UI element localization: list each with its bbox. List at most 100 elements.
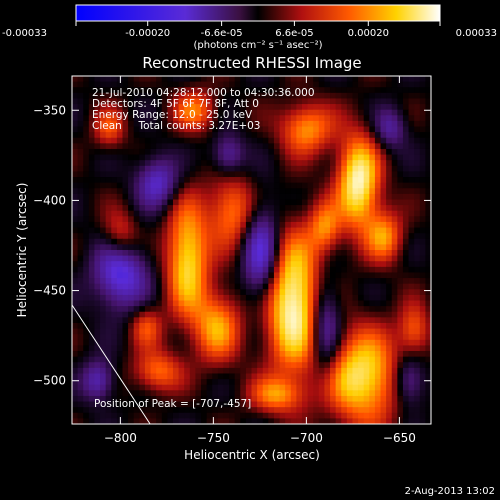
heatmap-cell [234, 334, 241, 341]
heatmap-cell [178, 115, 185, 122]
heatmap-cell [414, 132, 421, 139]
heatmap-cell [414, 339, 421, 346]
heatmap-cell [122, 322, 129, 329]
heatmap-cell [100, 148, 107, 155]
heatmap-cell [380, 148, 387, 155]
heatmap-cell [279, 283, 286, 290]
heatmap-cell [116, 177, 123, 184]
heatmap-cell [184, 255, 191, 262]
heatmap-cell [419, 193, 426, 200]
heatmap-cell [324, 165, 331, 172]
heatmap-cell [301, 115, 308, 122]
heatmap-cell [268, 227, 275, 234]
heatmap-cell [290, 418, 297, 424]
heatmap-cell [279, 367, 286, 374]
heatmap-cell [273, 289, 280, 296]
heatmap-cell [341, 322, 348, 329]
heatmap-cell [240, 216, 247, 223]
heatmap-cell [217, 76, 224, 83]
heatmap-cell [419, 418, 426, 424]
heatmap-cell [217, 278, 224, 285]
heatmap-cell [201, 126, 208, 133]
heatmap-cell [234, 199, 241, 206]
heatmap-cell [408, 115, 415, 122]
heatmap-cell [358, 210, 365, 217]
heatmap-cell [223, 384, 230, 391]
heatmap-cell [391, 407, 398, 414]
heatmap-cell [167, 255, 174, 262]
heatmap-cell [285, 390, 292, 397]
heatmap-cell [358, 160, 365, 167]
heatmap-cell [268, 160, 275, 167]
heatmap-cell [161, 356, 168, 363]
heatmap-cell [335, 351, 342, 358]
heatmap-cell [83, 339, 90, 346]
heatmap-cell [184, 272, 191, 279]
heatmap-cell [330, 272, 337, 279]
heatmap-cell [318, 165, 325, 172]
heatmap-cell [402, 216, 409, 223]
heatmap-cell [301, 317, 308, 324]
heatmap-cell [408, 92, 415, 99]
heatmap-cell [144, 407, 151, 414]
heatmap-cell [167, 165, 174, 172]
heatmap-cell [290, 367, 297, 374]
heatmap-cell [144, 143, 151, 150]
heatmap-cell [139, 418, 146, 424]
heatmap-cell [402, 109, 409, 116]
heatmap-cell [150, 278, 157, 285]
heatmap-cell [178, 126, 185, 133]
heatmap-cell [111, 143, 118, 150]
heatmap-cell [240, 188, 247, 195]
heatmap-cell [105, 165, 112, 172]
heatmap-cell [408, 132, 415, 139]
heatmap-cell [414, 193, 421, 200]
heatmap-cell [318, 255, 325, 262]
heatmap-cell [419, 244, 426, 251]
heatmap-cell [77, 160, 84, 167]
heatmap-cell [408, 205, 415, 212]
heatmap-cell [335, 143, 342, 150]
heatmap-cell [83, 233, 90, 240]
heatmap-cell [195, 328, 202, 335]
heatmap-cell [296, 233, 303, 240]
heatmap-cell [206, 199, 213, 206]
heatmap-cell [290, 390, 297, 397]
heatmap-cell [330, 384, 337, 391]
heatmap-cell [206, 126, 213, 133]
heatmap-cell [139, 148, 146, 155]
heatmap-cell [307, 143, 314, 150]
heatmap-cell [358, 278, 365, 285]
heatmap-cell [229, 238, 236, 245]
heatmap-cell [122, 154, 129, 161]
heatmap-cell [122, 412, 129, 419]
heatmap-cell [397, 278, 404, 285]
heatmap-cell [369, 76, 376, 83]
heatmap-cell [386, 193, 393, 200]
heatmap-cell [122, 109, 129, 116]
heatmap-cell [156, 272, 163, 279]
heatmap-cell [133, 177, 140, 184]
heatmap-cell [324, 418, 331, 424]
heatmap-cell [419, 76, 426, 83]
heatmap-cell [380, 132, 387, 139]
heatmap-cell [139, 171, 146, 178]
heatmap-cell [88, 339, 95, 346]
heatmap-cell [133, 210, 140, 217]
heatmap-cell [318, 266, 325, 273]
heatmap-cell [128, 306, 135, 313]
heatmap-cell [234, 216, 241, 223]
heatmap-cell [307, 137, 314, 144]
heatmap-cell [139, 261, 146, 268]
heatmap-cell [245, 373, 252, 380]
heatmap-cell [189, 379, 196, 386]
heatmap-cell [105, 233, 112, 240]
heatmap-cell [144, 322, 151, 329]
heatmap-cell [318, 199, 325, 206]
heatmap-cell [408, 199, 415, 206]
heatmap-cell [369, 345, 376, 352]
heatmap-cell [229, 132, 236, 139]
heatmap-cell [223, 98, 230, 105]
heatmap-cell [251, 205, 258, 212]
heatmap-cell [335, 76, 342, 83]
